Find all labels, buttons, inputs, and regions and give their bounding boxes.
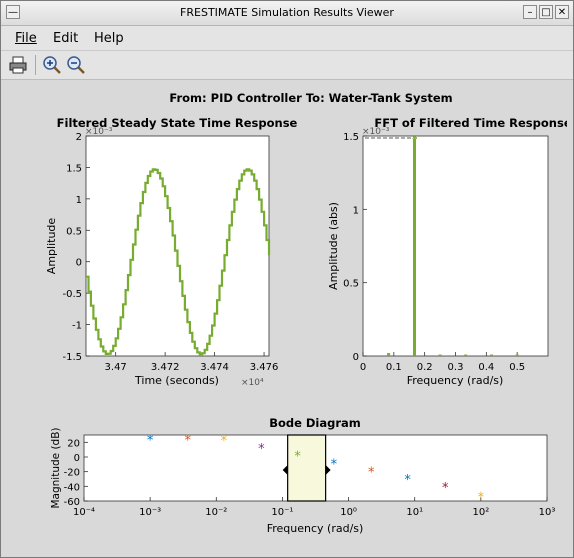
bode-y-tick-label: -40 [64, 482, 80, 493]
fft-x-tick-label: 0.2 [417, 362, 433, 373]
figure-canvas: From: PID Controller To: Water-Tank Syst… [45, 91, 572, 535]
time-y-tick-label: 2 [76, 132, 82, 143]
fft-plot-ylabel: Amplitude (abs) [327, 202, 340, 290]
bode-plot-xlabel: Frequency (rad/s) [267, 522, 364, 535]
bode-x-tick-label: 10⁻¹ [271, 507, 293, 518]
time-y-tick-label: 0 [76, 258, 82, 269]
time-plot-y-ticks: 2 1.5 1 0.5 0 -0.5 -1 -1.5 [62, 132, 90, 363]
time-response-plot[interactable]: Filtered Steady State Time Response ×10⁻… [45, 116, 298, 388]
time-plot-y-exponent: ×10⁻³ [85, 127, 113, 137]
menu-help[interactable]: Help [94, 31, 124, 46]
print-button[interactable] [7, 54, 29, 76]
fft-plot[interactable]: FFT of Filtered Time Response ×10⁻³ Ampl… [327, 116, 572, 387]
bode-x-tick-label: 10³ [539, 507, 556, 518]
time-y-tick-label: 1.5 [66, 163, 82, 174]
bode-plot-title: Bode Diagram [269, 416, 361, 430]
fft-x-tick-label: 0.3 [448, 362, 464, 373]
time-y-tick-label: -1.5 [62, 352, 82, 363]
bode-point: * [478, 491, 485, 506]
bode-plot-x-ticks: 10⁻⁴ 10⁻³ 10⁻² 10⁻¹ 10⁰ 10¹ 10² 10³ [73, 497, 555, 518]
time-y-tick-label: -1 [72, 321, 82, 332]
time-plot-axes [85, 135, 270, 357]
bode-x-tick-label: 10² [472, 507, 489, 518]
fft-plot-title: FFT of Filtered Time Response [374, 116, 567, 130]
fft-x-tick-label: 0.5 [509, 362, 525, 373]
menu-edit[interactable]: Edit [53, 31, 78, 46]
print-icon [9, 56, 27, 74]
bode-x-tick-label: 10⁻² [205, 507, 227, 518]
fft-x-tick-label: 0.4 [478, 362, 494, 373]
time-response-line [86, 168, 271, 356]
bode-point: * [442, 481, 449, 496]
menu-file-label: File [15, 31, 37, 46]
bode-x-tick-label: 10¹ [406, 507, 423, 518]
bode-point: * [331, 458, 338, 473]
fft-plot-xlabel: Frequency (rad/s) [407, 374, 504, 387]
bode-point: * [368, 466, 375, 481]
bode-point: * [147, 433, 154, 448]
time-plot-ylabel: Amplitude [45, 218, 58, 275]
fft-y-tick-label: 0 [353, 352, 359, 363]
bode-band-right-handle[interactable] [325, 465, 331, 475]
bode-points: * * * * * * * * * * [147, 433, 485, 505]
bode-point: * [184, 433, 191, 448]
fft-plot-axes [362, 135, 549, 357]
toolbar [1, 51, 573, 80]
time-plot-x-exponent: ×10⁴ [241, 378, 264, 388]
bode-plot[interactable]: Bode Diagram Magnitude (dB) Frequency (r… [50, 416, 555, 535]
zoom-out-icon [67, 56, 85, 74]
zoom-in-icon [43, 56, 61, 74]
bode-y-tick-label: -60 [64, 497, 80, 508]
window-title: FRESTIMATE Simulation Results Viewer [180, 6, 394, 19]
fft-y-tick-label: 0.5 [343, 279, 359, 290]
bode-point: * [294, 450, 301, 465]
time-x-tick-label: 3.476 [250, 362, 279, 373]
bode-point: * [404, 473, 411, 488]
fft-bars: * [387, 133, 519, 356]
bode-y-tick-label: -20 [64, 468, 80, 479]
bode-x-tick-label: 10⁰ [340, 507, 357, 518]
bode-y-tick-label: 0 [74, 453, 80, 464]
zoom-in-button[interactable] [41, 54, 63, 76]
bode-x-tick-label: 10⁻³ [139, 507, 161, 518]
fft-y-tick-label: 1.5 [343, 132, 359, 143]
time-y-tick-label: 1 [76, 195, 82, 206]
menu-help-label: Help [94, 31, 124, 46]
time-plot-x-ticks: 3.47 3.472 3.474 3.476 [105, 352, 279, 373]
time-x-tick-label: 3.474 [200, 362, 229, 373]
figure-area: From: PID Controller To: Water-Tank Syst… [9, 83, 572, 549]
time-plot-title: Filtered Steady State Time Response [57, 116, 298, 130]
bode-y-tick-label: 20 [67, 438, 80, 449]
title-bar: — FRESTIMATE Simulation Results Viewer –… [1, 1, 573, 26]
time-y-tick-label: -0.5 [62, 289, 82, 300]
bode-point: * [258, 442, 265, 457]
fft-x-tick-label: 0 [360, 362, 366, 373]
menu-file[interactable]: File [15, 31, 37, 46]
fft-y-tick-label: 1 [353, 205, 359, 216]
fft-plot-y-exponent: ×10⁻³ [362, 127, 390, 137]
bode-plot-ylabel: Magnitude (dB) [50, 427, 62, 508]
time-y-tick-label: 0.5 [66, 226, 82, 237]
fft-plot-y-ticks: 1.5 1 0.5 0 [343, 132, 367, 363]
time-x-tick-label: 3.47 [105, 362, 127, 373]
bode-band-left-handle[interactable] [282, 465, 288, 475]
bode-selection-band[interactable] [287, 434, 327, 502]
menu-bar: File Edit Help [1, 26, 573, 51]
minimize-button[interactable]: – [523, 5, 537, 19]
bode-plot-y-ticks: 20 0 -20 -40 -60 [64, 438, 88, 508]
time-plot-xlabel: Time (seconds) [134, 374, 219, 387]
fft-peak-marker: * [412, 133, 418, 146]
close-button[interactable]: ✕ [555, 5, 569, 19]
menu-edit-label: Edit [53, 31, 79, 46]
maximize-button[interactable]: □ [539, 5, 553, 19]
bode-point: * [221, 434, 228, 449]
time-x-tick-label: 3.472 [151, 362, 180, 373]
toolbar-separator [35, 55, 36, 75]
bode-x-tick-label: 10⁻⁴ [73, 507, 95, 518]
window-menu-button[interactable]: — [6, 5, 20, 19]
fft-x-tick-label: 0.1 [386, 362, 402, 373]
figure-main-title: From: PID Controller To: Water-Tank Syst… [169, 91, 452, 105]
zoom-out-button[interactable] [65, 54, 87, 76]
